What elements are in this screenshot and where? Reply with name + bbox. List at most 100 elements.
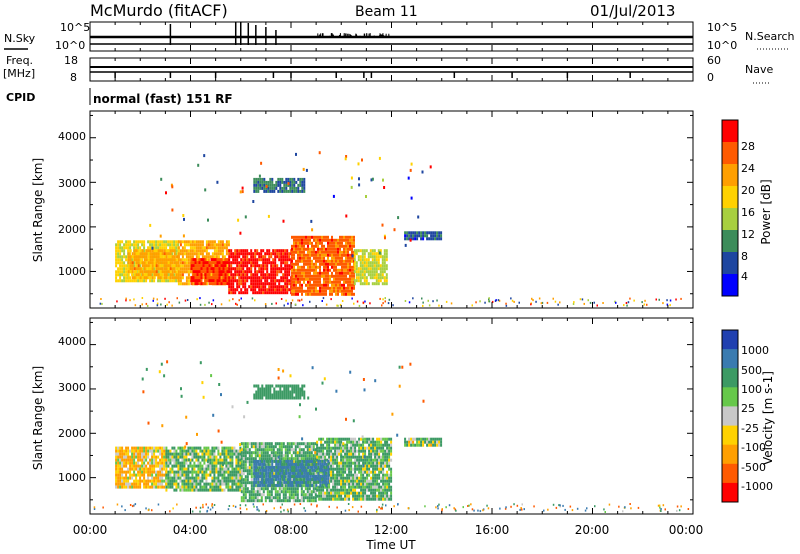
data-cell: [312, 442, 315, 446]
noise-cell: [237, 218, 240, 222]
power-cbar-tick-8: 8: [741, 250, 748, 263]
data-cell: [135, 246, 138, 250]
data-cell: [194, 273, 197, 277]
data-cell: [121, 255, 124, 259]
data-cell: [385, 249, 388, 253]
data-cell: [380, 479, 383, 483]
data-cell: [244, 255, 247, 259]
data-cell: [307, 265, 309, 269]
data-cell: [262, 490, 265, 494]
data-cell: [187, 276, 190, 280]
data-cell: [354, 491, 357, 495]
data-cell: [262, 267, 265, 271]
data-cell: [334, 497, 337, 501]
data-cell: [426, 234, 429, 238]
data-cell: [386, 470, 389, 474]
data-cell: [203, 449, 206, 453]
data-cell: [385, 282, 388, 286]
data-cell: [356, 473, 359, 477]
data-cell: [272, 481, 275, 485]
data-cell: [299, 256, 301, 260]
data-cell: [352, 455, 355, 459]
data-cell: [264, 442, 267, 446]
data-cell: [284, 451, 287, 455]
data-cell: [295, 241, 297, 245]
data-cell: [335, 247, 337, 251]
data-cell: [388, 455, 391, 459]
data-cell: [228, 270, 231, 274]
data-cell: [115, 276, 118, 280]
data-cell: [383, 270, 386, 274]
data-cell: [181, 455, 184, 459]
data-cell: [291, 292, 293, 296]
data-cell: [312, 484, 315, 488]
data-cell: [151, 482, 154, 486]
data-cell: [320, 491, 323, 495]
data-cell: [218, 276, 221, 280]
data-cell: [177, 276, 180, 280]
data-cell: [357, 276, 360, 280]
data-cell: [284, 484, 287, 488]
data-cell: [264, 279, 267, 283]
data-cell: [213, 479, 216, 483]
data-cell: [384, 473, 387, 477]
data-cell: [219, 485, 222, 489]
data-cell: [133, 482, 136, 486]
data-cell: [358, 497, 361, 501]
data-cell: [135, 264, 138, 268]
data-cell: [385, 276, 388, 280]
data-cell: [119, 446, 122, 450]
data-cell: [165, 279, 168, 283]
data-cell: [368, 482, 371, 486]
data-cell: [321, 283, 323, 287]
data-cell: [195, 449, 198, 453]
data-cell: [385, 264, 388, 268]
data-cell: [153, 476, 156, 480]
data-cell: [131, 267, 134, 271]
data-cell: [327, 238, 329, 242]
data-cell: [258, 258, 261, 262]
data-cell: [322, 455, 325, 459]
data-cell: [270, 255, 273, 259]
data-cell: [133, 240, 136, 244]
noise-cell: [166, 303, 168, 306]
data-cell: [380, 455, 383, 459]
data-cell: [358, 482, 361, 486]
data-cell: [229, 485, 232, 489]
data-cell: [232, 255, 235, 259]
data-cell: [344, 476, 347, 480]
data-cell: [296, 451, 299, 455]
data-cell: [149, 276, 152, 280]
data-cell: [235, 464, 238, 468]
data-cell: [288, 451, 291, 455]
data-cell: [346, 455, 349, 459]
data-cell: [360, 488, 363, 492]
data-cell: [376, 449, 379, 453]
data-cell: [327, 271, 329, 275]
data-cell: [327, 274, 329, 278]
data-cell: [325, 286, 327, 290]
data-cell: [246, 279, 249, 283]
data-cell: [307, 271, 309, 275]
data-cell: [219, 240, 222, 244]
data-cell: [208, 267, 211, 271]
data-cell: [264, 285, 267, 289]
data-cell: [295, 235, 297, 239]
data-cell: [320, 494, 323, 498]
data-cell: [137, 246, 140, 250]
data-cell: [215, 485, 218, 489]
noise-cell: [232, 298, 234, 301]
data-cell: [280, 457, 283, 461]
data-cell: [372, 464, 375, 468]
power-swatch-1: [722, 142, 738, 165]
data-cell: [131, 461, 134, 465]
data-cell: [311, 259, 313, 263]
data-cell: [366, 458, 369, 462]
data-cell: [310, 496, 313, 500]
data-cell: [388, 449, 391, 453]
data-cell: [368, 446, 371, 450]
data-cell: [149, 464, 152, 468]
data-cell: [341, 244, 343, 248]
data-cell: [366, 440, 369, 444]
data-cell: [336, 458, 339, 462]
